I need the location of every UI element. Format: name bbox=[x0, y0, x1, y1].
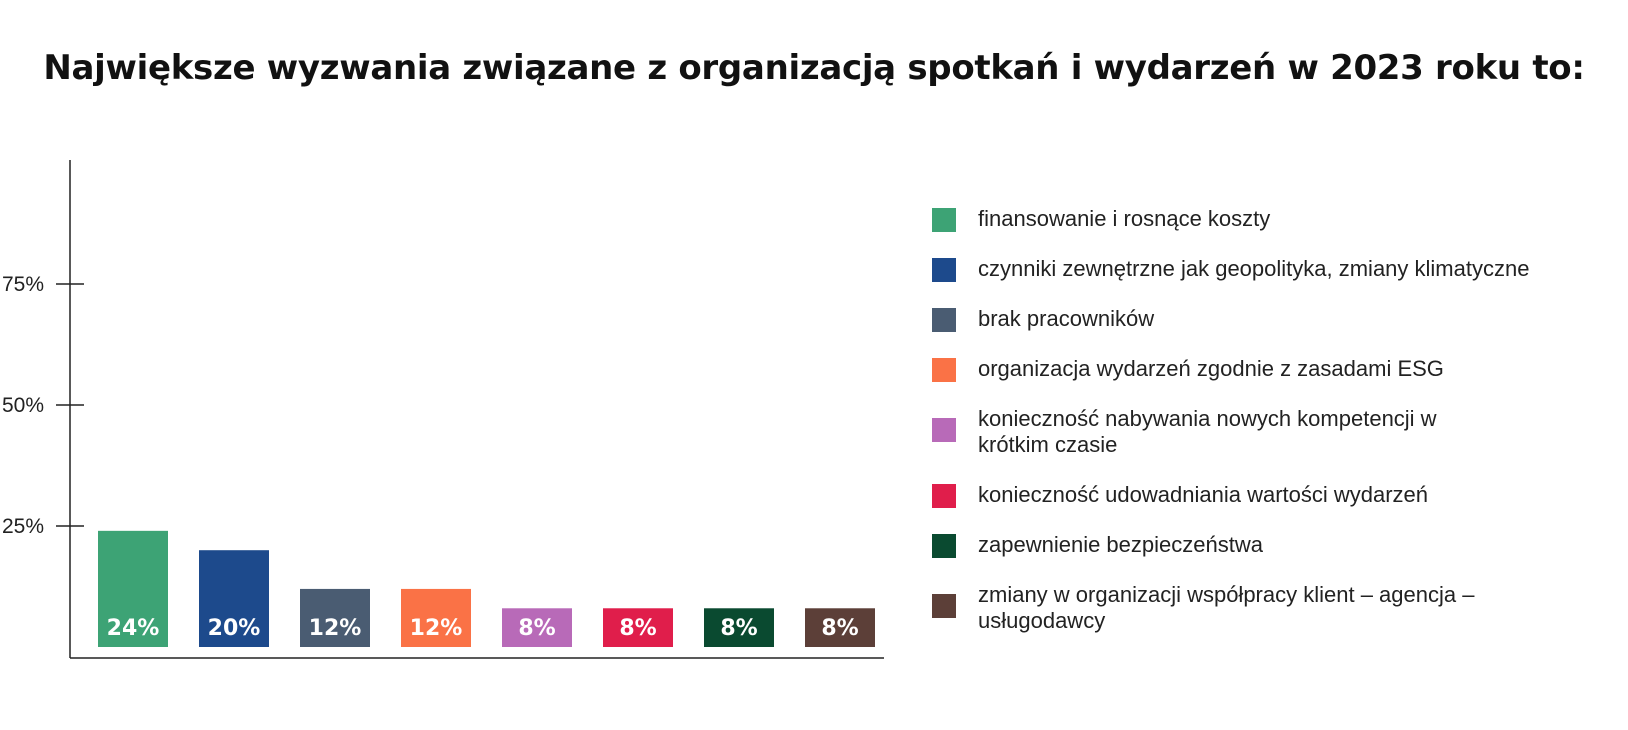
legend-label: finansowanie i rosnące koszty bbox=[978, 206, 1271, 231]
y-tick-label: 50% bbox=[2, 394, 44, 417]
bar bbox=[704, 608, 774, 647]
bar-value-label: 12% bbox=[309, 616, 362, 641]
bar bbox=[502, 608, 572, 647]
y-tick-label: 25% bbox=[2, 515, 44, 538]
legend-swatch bbox=[932, 484, 956, 508]
bar bbox=[805, 608, 875, 647]
legend-swatch bbox=[932, 308, 956, 332]
legend-swatch bbox=[932, 258, 956, 282]
bar-value-label: 8% bbox=[518, 616, 555, 641]
page-title: Największe wyzwania związane z organizac… bbox=[43, 48, 1585, 88]
legend-label: konieczność udowadniania wartości wydarz… bbox=[978, 482, 1429, 507]
bar-value-label: 8% bbox=[619, 616, 656, 641]
bar-value-label: 8% bbox=[720, 616, 757, 641]
legend-label: konieczność nabywania nowych kompetencji… bbox=[978, 406, 1437, 457]
legend-label: czynniki zewnętrzne jak geopolityka, zmi… bbox=[978, 256, 1530, 281]
legend-label: organizacja wydarzeń zgodnie z zasadami … bbox=[978, 356, 1444, 381]
bar-chart: 25% 50% 75% 24% 20% 12% 12% 8% 8% 8% 8% bbox=[2, 160, 884, 659]
y-tick-label: 75% bbox=[2, 273, 44, 296]
legend-label: zapewnienie bezpieczeństwa bbox=[978, 532, 1263, 557]
legend-swatch bbox=[932, 358, 956, 382]
legend-label: brak pracowników bbox=[978, 306, 1155, 331]
bar bbox=[401, 588, 471, 647]
legend-swatch bbox=[932, 418, 956, 442]
legend-swatch bbox=[932, 594, 956, 618]
legend-swatch bbox=[932, 208, 956, 232]
legend-swatch bbox=[932, 534, 956, 558]
bar bbox=[98, 530, 168, 647]
bar-value-label: 20% bbox=[208, 616, 261, 641]
bar bbox=[300, 588, 370, 647]
bar-value-label: 8% bbox=[821, 616, 858, 641]
bar-value-label: 24% bbox=[107, 616, 160, 641]
bar bbox=[199, 550, 269, 647]
bar bbox=[603, 608, 673, 647]
bar-value-label: 12% bbox=[410, 616, 463, 641]
legend-label: zmiany w organizacji współpracy klient –… bbox=[978, 582, 1475, 633]
